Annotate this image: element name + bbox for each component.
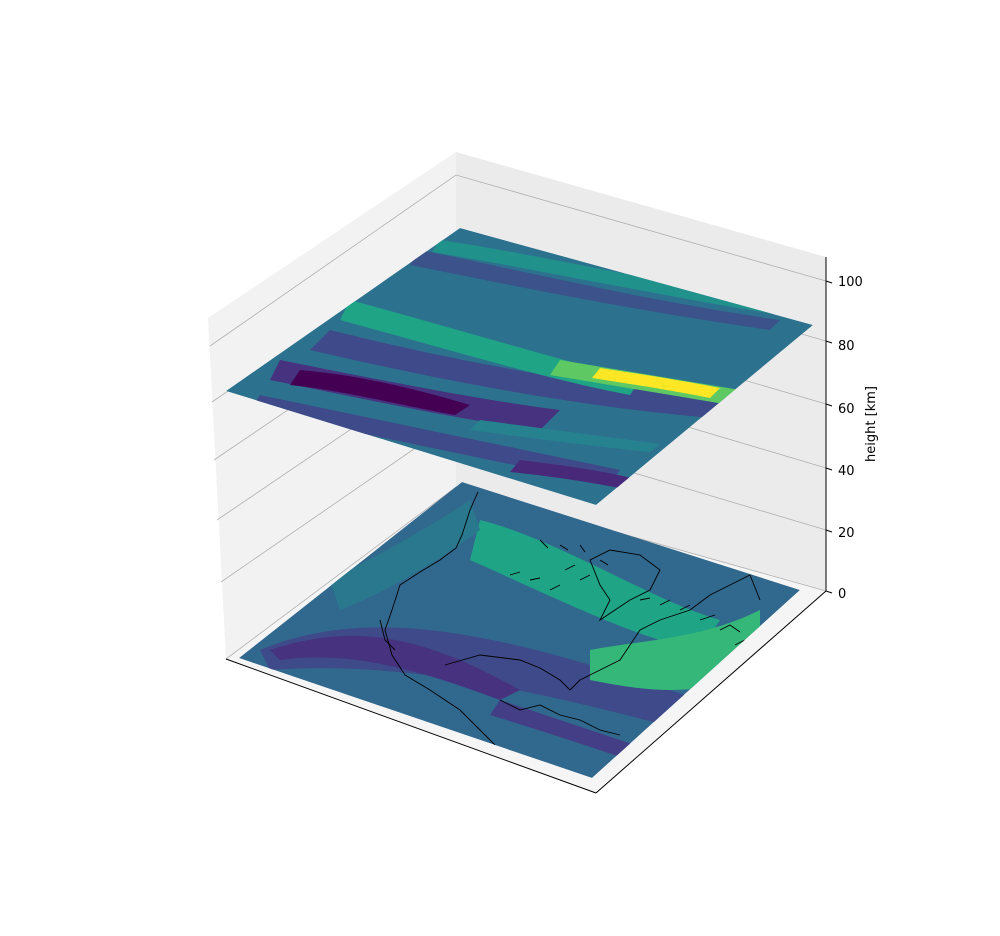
z-ticks [825, 280, 833, 594]
z-axis-title: height [km] [864, 386, 879, 462]
z-tick-label-40: 40 [838, 464, 855, 479]
z-tick-label-80: 80 [838, 339, 855, 354]
z-tick-label-20: 20 [838, 526, 855, 541]
z-tick-label-0: 0 [838, 587, 846, 602]
surface-layer-top [226, 228, 813, 505]
axis-edges [225, 257, 827, 794]
z-tick-label-60: 60 [838, 402, 855, 417]
z-tick-label-100: 100 [838, 275, 863, 290]
coastlines [379, 491, 761, 746]
surface-layer-bottom [239, 482, 800, 778]
